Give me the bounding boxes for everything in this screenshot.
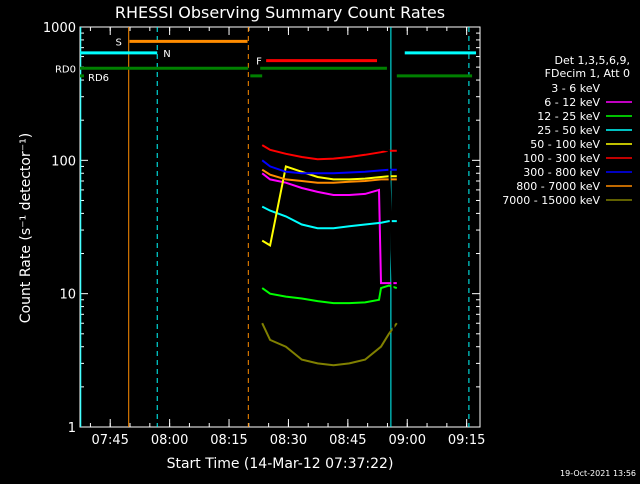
y-tick-label: 1000 xyxy=(43,21,76,36)
legend-entry-label: 50 - 100 keV xyxy=(530,138,600,151)
x-tick-label: 08:15 xyxy=(210,433,247,448)
legend-header: Det 1,3,5,6,9, xyxy=(554,54,630,67)
flag-label: F xyxy=(256,57,262,68)
flag-label: S xyxy=(116,37,122,48)
series-line-6 xyxy=(261,159,397,175)
timestamp: 19-Oct-2021 13:56 xyxy=(560,469,636,478)
x-tick-label: 08:45 xyxy=(329,433,366,448)
chart-title: RHESSI Observing Summary Count Rates xyxy=(115,3,445,22)
legend-entry-label: 800 - 7000 keV xyxy=(516,180,600,193)
series-line-7 xyxy=(261,168,397,184)
series-line-3 xyxy=(261,205,397,230)
y-tick-label: 1 xyxy=(68,421,76,436)
legend-header: FDecim 1, Att 0 xyxy=(545,67,630,80)
legend-entry-label: 100 - 300 keV xyxy=(523,152,600,165)
flag-label: RD0 xyxy=(55,64,76,75)
x-tick-label: 07:45 xyxy=(91,433,128,448)
series-line-8 xyxy=(261,322,398,367)
series-line-2 xyxy=(261,284,398,305)
x-tick-label: 09:00 xyxy=(389,433,426,448)
flag-label: N xyxy=(163,49,170,60)
legend-entry-label: 25 - 50 keV xyxy=(537,124,600,137)
legend-entry-label: 12 - 25 keV xyxy=(537,110,600,123)
legend-entry-label: 300 - 800 keV xyxy=(523,166,600,179)
x-tick-label: 09:15 xyxy=(448,433,485,448)
series-line-4 xyxy=(261,165,397,247)
legend-entry-label: 6 - 12 keV xyxy=(544,96,600,109)
y-tick-label: 10 xyxy=(59,288,76,303)
plot-layer: 1 10 100 1000 07:45 08:00 08:15 08:30 08:45 09:00… xyxy=(43,21,485,448)
series-line-0 xyxy=(261,141,397,380)
y-axis-label: Count Rate (s⁻¹ detector⁻¹) xyxy=(18,133,34,323)
flag-label: RD6 xyxy=(88,73,109,84)
plot-frame xyxy=(79,26,481,428)
legend: Det 1,3,5,6,9,FDecim 1, Att 0 3 - 6 keV6 … xyxy=(502,54,632,207)
legend-entry-label: 7000 - 15000 keV xyxy=(502,194,600,207)
y-tick-label: 100 xyxy=(51,154,76,169)
x-tick-label: 08:30 xyxy=(270,433,307,448)
series-line-5 xyxy=(261,144,397,161)
x-axis-label: Start Time (14-Mar-12 07:37:22) xyxy=(167,456,394,472)
x-tick-label: 08:00 xyxy=(151,433,188,448)
legend-entry-label: 3 - 6 keV xyxy=(551,82,600,95)
